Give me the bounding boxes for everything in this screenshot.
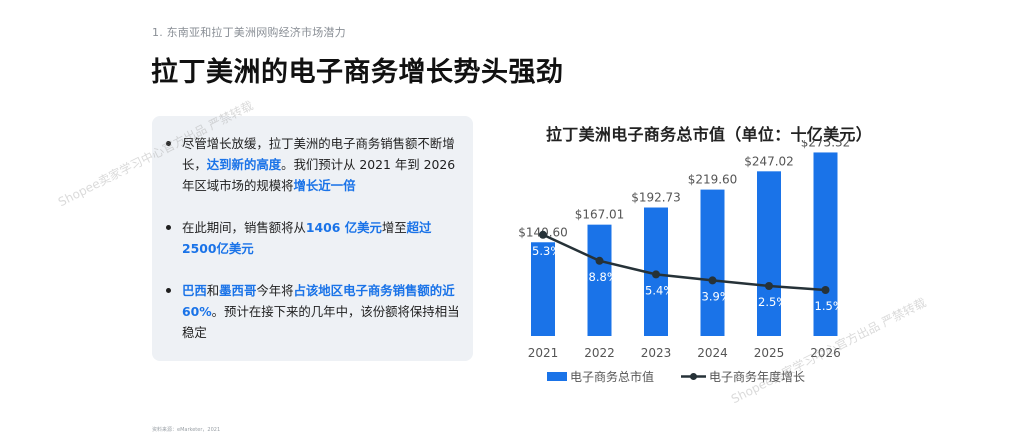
bullet-text: 在此期间，销售额将从1406 亿美元增至超过 2500亿美元 xyxy=(182,217,466,259)
growth-value-label: 25.3% xyxy=(525,244,562,258)
x-axis-labels: 2021 2022 2023 2024 2025 2026 xyxy=(528,346,841,360)
body-text: 增至 xyxy=(381,220,407,235)
bar-value-label: $247.02 xyxy=(744,154,794,168)
bar xyxy=(700,189,725,336)
bar xyxy=(531,242,555,336)
highlight-text: 墨西哥 xyxy=(219,283,257,298)
growth-value-label: 15.4% xyxy=(638,283,675,297)
x-tick-label: 2023 xyxy=(641,346,672,360)
bars-layer: $140.60$167.01$192.73$219.60$247.02$275.… xyxy=(518,140,850,336)
highlight-text: 超过 2500亿美元 xyxy=(182,220,432,256)
bar-value-label: $167.01 xyxy=(575,208,625,222)
growth-line xyxy=(542,233,826,292)
bullet-dot-icon xyxy=(166,225,171,230)
growth-point xyxy=(539,230,547,239)
bar-value-label: $275.32 xyxy=(801,140,851,149)
highlight-text: 占该地区电子商务销售额的近 60% xyxy=(182,283,455,319)
bullet-text: 巴西和墨西哥今年将占该地区电子商务销售额的近 60%。预计在接下来的几年中，该份… xyxy=(182,280,466,343)
growth-point xyxy=(708,276,717,285)
chart-title: 拉丁美洲电子商务总市值（单位：十亿美元） xyxy=(546,125,873,144)
bar xyxy=(757,171,781,336)
breadcrumb: 1. 东南亚和拉丁美洲网购经济市场潜力 xyxy=(152,26,346,39)
bullet-item: 在此期间，销售额将从1406 亿美元增至超过 2500亿美元 xyxy=(166,217,466,259)
legend: 电子商务总市值 电子商务年度增长 xyxy=(547,369,805,384)
legend-line-marker xyxy=(690,373,697,380)
body-text: 尽管增长放缓，拉丁美洲的电子商务销售额不断增长， xyxy=(182,136,455,172)
footer-note: 资料来源：eMarketer，2021 xyxy=(152,427,221,433)
bullet-item: 尽管增长放缓，拉丁美洲的电子商务销售额不断增长，达到新的高度。我们预计从 202… xyxy=(166,133,466,196)
bullet-text: 尽管增长放缓，拉丁美洲的电子商务销售额不断增长，达到新的高度。我们预计从 202… xyxy=(182,133,466,196)
growth-point xyxy=(595,256,604,265)
bar-value-label: $192.73 xyxy=(631,191,681,205)
highlight-text: 达到新的高度 xyxy=(206,157,282,172)
info-card: 尽管增长放缓，拉丁美洲的电子商务销售额不断增长，达到新的高度。我们预计从 202… xyxy=(152,116,473,361)
bullet-dot-icon xyxy=(166,288,171,293)
highlight-text: 增长近一倍 xyxy=(293,178,356,193)
growth-line-layer: 25.3% 18.8% 15.4% 13.9% 12.5% 11.5% xyxy=(525,230,844,313)
growth-value-label: 13.9% xyxy=(694,289,731,303)
legend-bar-label: 电子商务总市值 xyxy=(570,369,654,384)
x-tick-label: 2021 xyxy=(528,346,559,360)
legend-bar-swatch xyxy=(547,372,567,381)
bar-value-label: $219.60 xyxy=(688,173,738,187)
body-text: 。我们预计从 2021 年到 2026 年区域市场的规模将 xyxy=(182,157,456,193)
body-text: 。预计在接下来的几年中，该份额将保持相当稳定 xyxy=(182,304,460,340)
x-tick-label: 2025 xyxy=(754,346,785,360)
growth-value-label: 18.8% xyxy=(581,270,618,284)
highlight-text: 1406 亿美元 xyxy=(305,220,382,235)
growth-point xyxy=(652,270,660,279)
bar xyxy=(587,224,612,336)
x-tick-label: 2024 xyxy=(697,346,728,360)
body-text: 和 xyxy=(206,283,220,298)
ecommerce-chart: $140.60$167.01$192.73$219.60$247.02$275.… xyxy=(518,140,850,384)
growth-point xyxy=(765,282,773,290)
body-text: 今年将 xyxy=(256,283,294,298)
bullet-item: 巴西和墨西哥今年将占该地区电子商务销售额的近 60%。预计在接下来的几年中，该份… xyxy=(166,280,466,343)
bullet-dot-icon xyxy=(166,141,171,146)
legend-line-label: 电子商务年度增长 xyxy=(709,369,805,384)
growth-point xyxy=(821,286,830,294)
bar xyxy=(813,152,838,336)
x-tick-label: 2022 xyxy=(584,346,615,360)
x-tick-label: 2026 xyxy=(810,346,841,360)
page-title: 拉丁美洲的电子商务增长势头强劲 xyxy=(151,57,564,88)
body-text: 在此期间，销售额将从 xyxy=(182,220,306,235)
growth-value-label: 11.5% xyxy=(807,299,844,313)
highlight-text: 巴西 xyxy=(182,283,207,298)
growth-value-label: 12.5% xyxy=(751,295,788,309)
